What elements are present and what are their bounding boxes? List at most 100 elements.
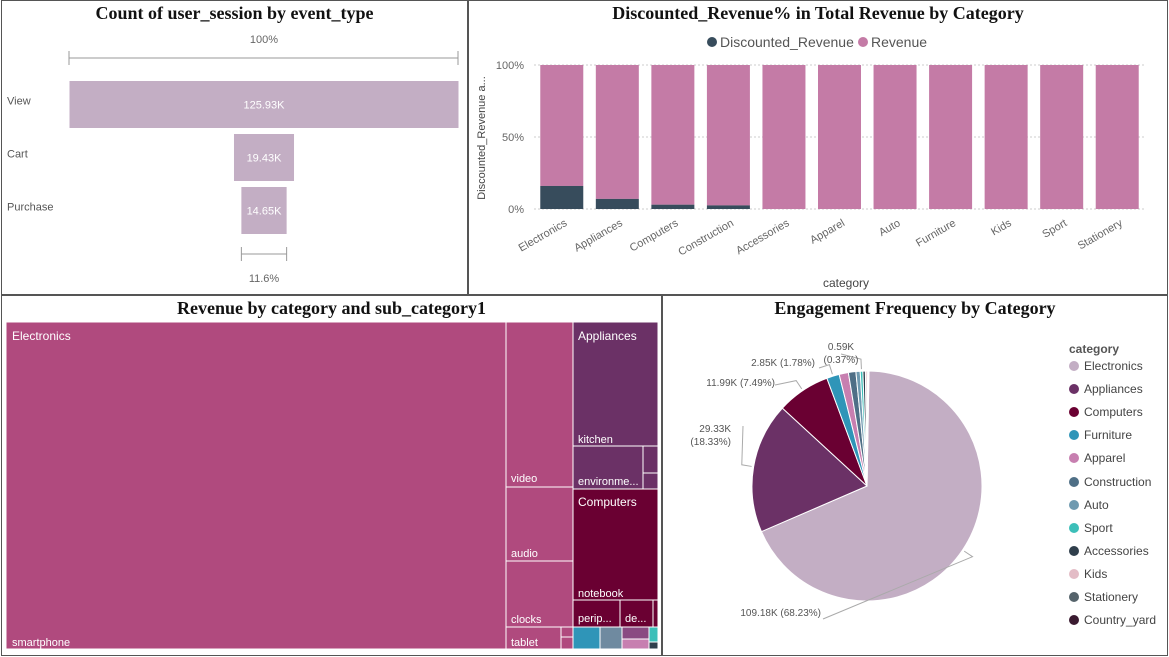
stacked-y-tick: 50% [502, 132, 524, 144]
stacked-x-tick: Stationery [1076, 217, 1125, 252]
notebook-label: notebook [578, 588, 624, 600]
stacked-x-tick: Appliances [572, 217, 625, 255]
stacked-panel: Discounted_Revenue% in Total Revenue by … [468, 0, 1168, 295]
funnel-bottom-pct: 11.6% [249, 273, 280, 285]
pie-legend-label: Country_yard [1084, 613, 1157, 628]
pie-legend-label: Construction [1084, 474, 1152, 489]
pie-chart: 109.18K (68.23%) 29.33K (18.33%) 11.99K (7.… [690, 342, 983, 620]
stacked-y-tick: 0% [508, 204, 524, 216]
pie-legend-item-appliances[interactable]: Appliances [1069, 382, 1143, 396]
pie-legend-item-sport[interactable]: Sport [1069, 521, 1113, 535]
pie-legend-item-furniture[interactable]: Furniture [1069, 428, 1132, 442]
pie-legend-label: Apparel [1084, 451, 1126, 466]
stacked-x-tick: Computers [628, 217, 681, 255]
video-label: video [511, 473, 537, 485]
tablet-label: tablet [511, 637, 538, 649]
pie-data-label: 2.85K (1.78%) [751, 358, 815, 369]
funnel-bar [69, 81, 459, 128]
legend-dot-icon [1069, 476, 1079, 487]
pie-legend-item-apparel[interactable]: Apparel [1069, 451, 1125, 465]
pie-legend-item-country_yard[interactable]: Country_yard [1069, 613, 1156, 627]
funnel-value-label: 14.65K [247, 206, 283, 218]
pie-legend-item-computers[interactable]: Computers [1069, 405, 1143, 419]
legend-dot-icon [1069, 592, 1079, 602]
legend-dot-icon [1069, 522, 1079, 533]
pie-leader-line [774, 380, 803, 390]
pie-legend-item-stationery[interactable]: Stationery [1069, 590, 1138, 604]
revenue-bar [762, 65, 806, 209]
pie-legend-label: Appliances [1084, 382, 1143, 397]
funnel-top-pct: 100% [250, 34, 278, 46]
funnel-value-label: 125.93K [244, 100, 286, 112]
appliances-label: Appliances [578, 329, 637, 343]
revenue-bar [929, 65, 973, 209]
pie-legend-item-auto[interactable]: Auto [1069, 498, 1109, 512]
construction-tile [599, 626, 623, 650]
stacked-x-tick: Electronics [517, 217, 570, 255]
discounted-bar [540, 185, 584, 209]
accessories-tile [648, 641, 659, 650]
legend-dot-icon [1069, 407, 1079, 418]
stacked-x-axis-title: category [823, 276, 869, 290]
stacked-x-tick: Apparel [808, 217, 847, 246]
appliances-small-tile [642, 445, 659, 474]
stacked-y-axis-title: Discounted_Revenue a... [476, 76, 488, 200]
pie-slice-appliances [751, 407, 868, 533]
electronics-small-tile [560, 636, 574, 650]
clocks-tile [505, 560, 574, 628]
pie-legend-item-electronics[interactable]: Electronics [1069, 359, 1143, 373]
pie-leader-line [818, 364, 833, 375]
kitchen-label: kitchen [578, 434, 613, 446]
treemap-panel: Revenue by category and sub_category1 El… [1, 295, 662, 656]
discounted-bar [651, 204, 695, 209]
sport-tile [648, 626, 659, 643]
smartphone-label: smartphone [12, 637, 70, 649]
stacked-x-tick: Accessories [734, 217, 792, 257]
electronics-label: Electronics [12, 329, 71, 343]
funnel-category-label: Cart [7, 149, 28, 161]
desktop-label: de... [625, 613, 646, 625]
pie-leader-line [822, 550, 974, 620]
revenue-bar [540, 65, 584, 186]
legend-dot-icon [1069, 615, 1079, 626]
pie-legend-label: Electronics [1084, 359, 1143, 373]
funnel-bar [233, 134, 295, 181]
audio-label: audio [511, 548, 538, 560]
legend-dot-icon [1069, 453, 1079, 464]
stacked-x-tick: Sport [1040, 217, 1069, 241]
pie-legend-item-kids[interactable]: Kids [1069, 567, 1107, 581]
stacked-x-tick: Auto [877, 217, 903, 239]
pie-data-label-2: (18.33%) [690, 437, 731, 448]
legend-dot-icon [1069, 361, 1079, 371]
pie-leader-line [840, 353, 862, 370]
pie-legend-label: Sport [1084, 520, 1113, 535]
pie-legend-label: Stationery [1084, 590, 1139, 604]
stacked-y-tick: 100% [496, 60, 524, 72]
revenue-bar [1095, 65, 1139, 209]
stacked-title: Discounted_Revenue% in Total Revenue by … [612, 3, 1024, 23]
pie-panel: Engagement Frequency by Category 109.18K… [662, 295, 1168, 656]
revenue-bar [1040, 65, 1084, 209]
legend-discounted-dot [707, 37, 717, 47]
funnel-title: Count of user_session by event_type [95, 3, 374, 23]
stacked-x-tick: Furniture [914, 217, 958, 249]
video-tile [505, 321, 574, 488]
legend-discounted-label: Discounted_Revenue [720, 34, 854, 50]
pie-leader-line [741, 425, 752, 467]
pie-data-label: 109.18K (68.23%) [740, 608, 821, 619]
pie-data-label: 0.59K [828, 342, 854, 353]
pie-title: Engagement Frequency by Category [774, 298, 1056, 318]
pie-legend-item-construction[interactable]: Construction [1069, 475, 1151, 489]
treemap-title: Revenue by category and sub_category1 [177, 298, 486, 318]
pie-legend-item-accessories[interactable]: Accessories [1069, 544, 1149, 558]
pie-data-label-2: (0.37%) [823, 355, 858, 366]
treemap-chart: Electronics smartphone video audio clocks tab… [5, 321, 659, 650]
environment-label: environme... [578, 476, 639, 488]
stacked-x-tick: Construction [676, 217, 735, 258]
appliances-small-tile [642, 472, 659, 490]
revenue-bar [651, 65, 695, 205]
pie-legend-label: Furniture [1084, 428, 1133, 443]
notebook-tile [572, 488, 659, 601]
pie-legend-label: Accessories [1084, 543, 1149, 558]
pie-data-label: 29.33K [699, 424, 731, 435]
